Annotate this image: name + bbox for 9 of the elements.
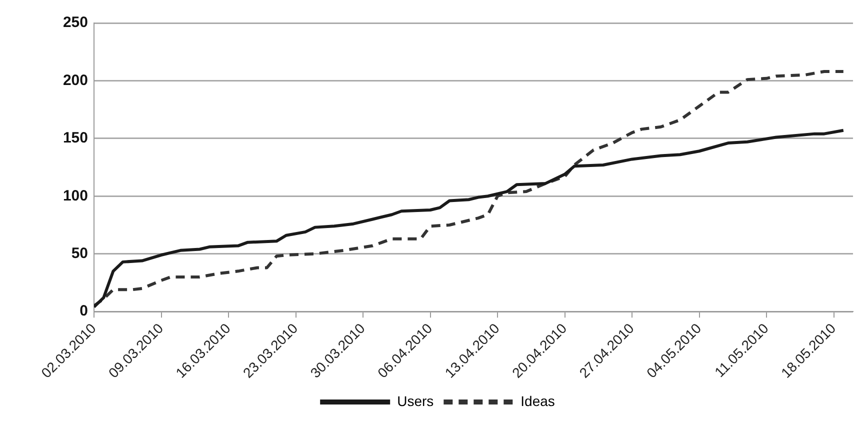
line-series [94,70,845,308]
legend-label: Users [397,392,434,409]
y-tick-label: 0 [80,302,88,320]
y-tick-label: 200 [62,72,88,89]
y-tick-label: 50 [71,245,88,262]
y-tick-label: 250 [62,14,88,32]
y-tick-label: 100 [62,187,88,204]
legend-label: Ideas [520,392,555,409]
y-tick-label: 150 [62,130,88,147]
